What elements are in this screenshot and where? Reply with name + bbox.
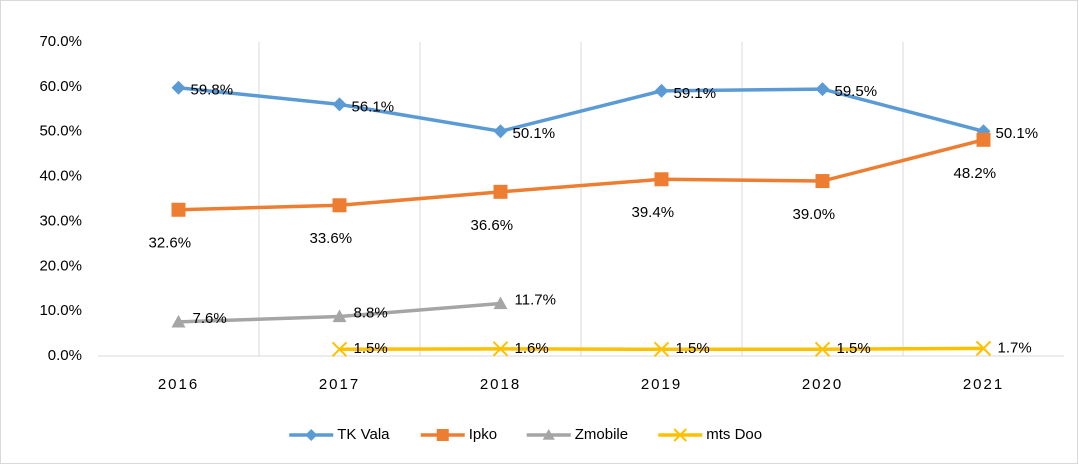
data-label: 59.1%: [674, 85, 717, 102]
marker: [814, 341, 831, 357]
data-label: 59.5%: [835, 83, 878, 100]
y-tick-label: 10.0%: [39, 302, 82, 319]
data-label: 1.5%: [837, 340, 871, 357]
marker: [493, 124, 508, 139]
y-tick-label: 0.0%: [48, 347, 82, 364]
data-label: 59.8%: [191, 82, 234, 99]
data-label: 39.4%: [632, 204, 675, 221]
marker: [654, 172, 669, 187]
x-tick-label: 2017: [319, 376, 360, 393]
data-label: 48.2%: [954, 165, 997, 182]
series-line: [178, 138, 984, 212]
data-label: 1.5%: [676, 340, 710, 357]
legend-label: TK Vala: [337, 426, 390, 443]
data-label: 50.1%: [996, 125, 1039, 142]
legend-label: Ipko: [469, 426, 497, 443]
legend-marker: [542, 429, 555, 440]
legend-marker: [305, 429, 318, 441]
data-label: 7.6%: [193, 310, 227, 327]
data-label: 1.6%: [515, 340, 549, 357]
data-label: 1.7%: [998, 339, 1032, 356]
marker: [815, 174, 830, 189]
marker: [492, 341, 509, 357]
y-tick-label: 60.0%: [39, 78, 82, 95]
series-line: [178, 86, 984, 134]
marker: [332, 97, 347, 112]
marker: [332, 309, 347, 323]
x-tick-label: 2021: [963, 376, 1004, 393]
marker: [653, 341, 670, 357]
data-label: 56.1%: [352, 98, 395, 115]
legend-marker: [673, 428, 687, 442]
marker: [976, 132, 991, 147]
marker: [654, 83, 669, 98]
marker: [975, 340, 992, 357]
data-label: 33.6%: [310, 230, 353, 247]
data-label: 32.6%: [149, 235, 192, 252]
legend-marker: [436, 429, 449, 441]
x-tick-label: 2018: [480, 376, 521, 393]
legend-label: mts Doo: [706, 426, 762, 443]
x-tick-label: 2020: [802, 376, 843, 393]
data-label: 39.0%: [793, 206, 836, 223]
data-label: 11.7%: [515, 291, 556, 308]
data-label: 8.8%: [354, 304, 388, 321]
x-tick-label: 2019: [641, 376, 682, 393]
marker: [332, 198, 347, 213]
marker: [171, 202, 186, 217]
y-tick-label: 50.0%: [39, 123, 82, 140]
data-label: 1.5%: [354, 340, 388, 357]
data-label: 50.1%: [513, 125, 556, 142]
marker: [331, 341, 348, 357]
y-tick-label: 40.0%: [39, 168, 82, 185]
marker: [815, 82, 830, 97]
x-tick-label: 2016: [158, 376, 199, 393]
y-tick-label: 70.0%: [39, 33, 82, 50]
y-tick-label: 30.0%: [39, 212, 82, 229]
y-tick-label: 20.0%: [39, 257, 82, 274]
legend-label: Zmobile: [575, 426, 628, 443]
marker: [171, 80, 186, 95]
data-label: 36.6%: [471, 217, 514, 234]
marker: [493, 184, 508, 199]
marker: [171, 314, 186, 328]
marker: [493, 296, 508, 310]
